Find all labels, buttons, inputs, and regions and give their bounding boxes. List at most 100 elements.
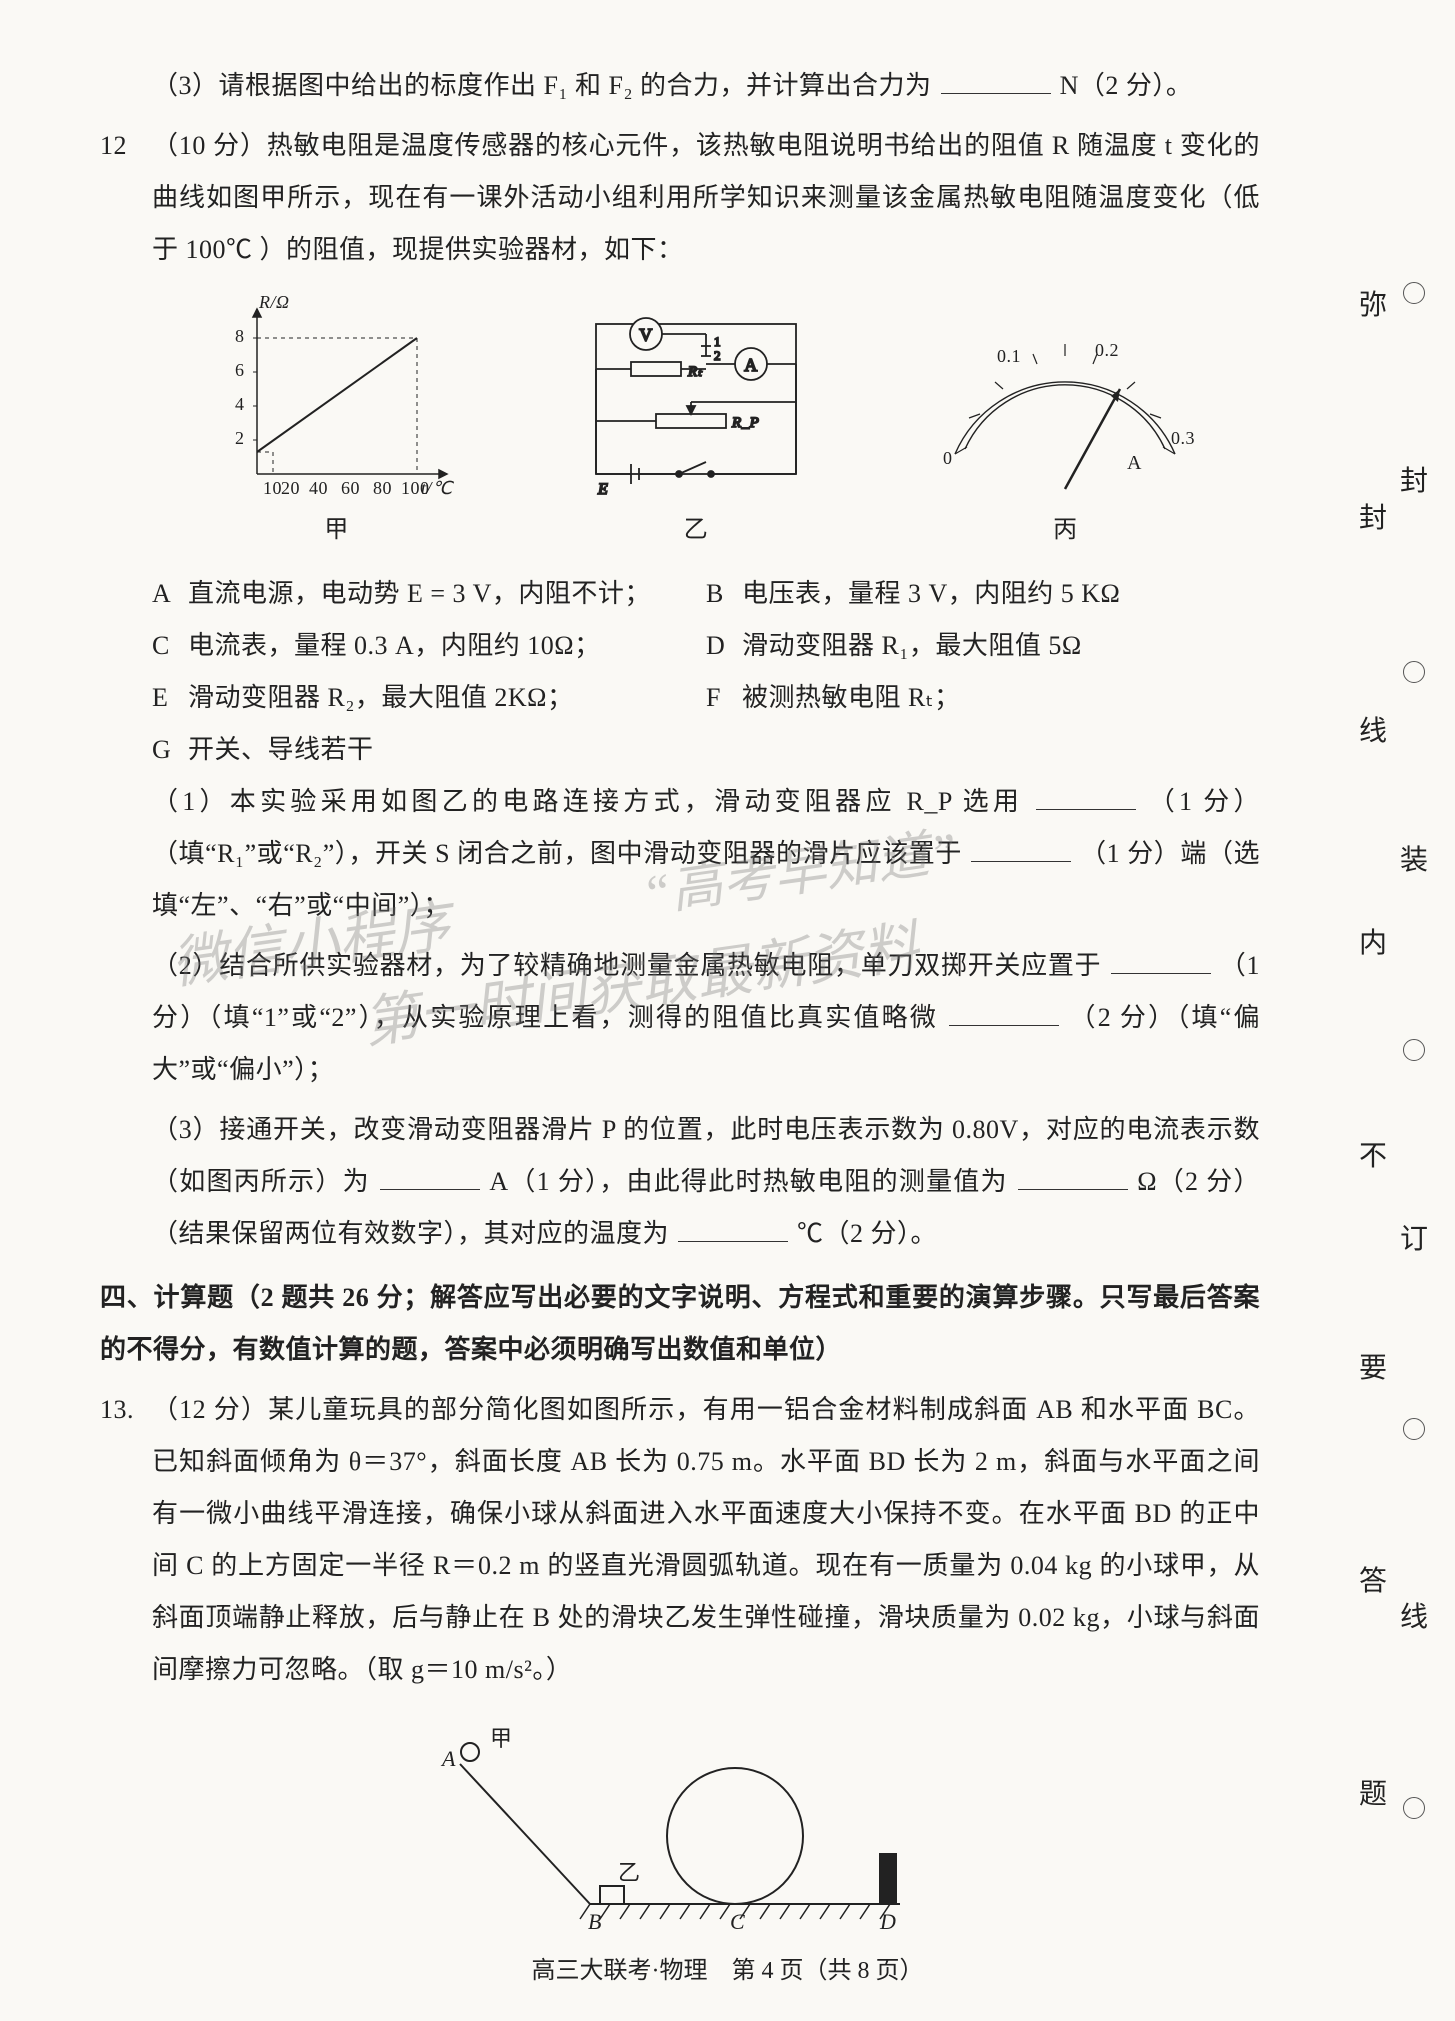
q12-sub3-blank2 <box>1018 1161 1128 1190</box>
svg-text:B: B <box>588 1909 602 1934</box>
dial-svg: 0 0.1 0.2 0.3 A <box>925 314 1205 504</box>
opt-D: 滑动变阻器 R₁，最大阻值 5Ω <box>742 620 1260 672</box>
opt-G-letter: G <box>152 724 188 776</box>
opt-E: 滑动变阻器 R₂，最大阻值 2KΩ； <box>188 672 706 724</box>
svg-text:60: 60 <box>341 478 360 498</box>
circuit-svg: V A 1 2 Rₜ <box>576 304 816 504</box>
svg-text:1: 1 <box>714 334 721 349</box>
fig-graph: 8 6 4 2 1020 4060 80100 t/℃ R/Ω <box>207 294 467 554</box>
q12-sub2-blank1 <box>1111 945 1211 974</box>
svg-text:A: A <box>440 1746 456 1771</box>
svg-text:8: 8 <box>235 326 245 346</box>
q13-number: 13. <box>100 1384 152 1696</box>
svg-text:6: 6 <box>235 360 245 380</box>
q12-stem: 热敏电阻是温度传感器的核心元件，该热敏电阻说明书给出的阻值 R 随温度 t 变化… <box>152 131 1260 264</box>
q12-figures: 8 6 4 2 1020 4060 80100 t/℃ R/Ω <box>152 294 1260 554</box>
svg-text:R/Ω: R/Ω <box>258 294 290 312</box>
bind-circle-icon <box>1403 1039 1425 1061</box>
q12-sub3: （3）接通开关，改变滑动变阻器滑片 P 的位置，此时电压表示数为 0.80V，对… <box>100 1104 1260 1260</box>
svg-text:t/℃: t/℃ <box>421 478 454 498</box>
q12-sub2-pre: （2）结合所供实验器材，为了较精确地测量金属热敏电阻，单刀双掷开关应置于 <box>152 951 1101 980</box>
section4-title: 四、计算题（2 题共 26 分；解答应写出必要的文字说明、方程式和重要的演算步骤… <box>100 1272 1260 1376</box>
q12-sub1-blank1 <box>1036 781 1136 810</box>
side-char: 内 <box>1359 930 1387 958</box>
side-char: 不 <box>1359 1143 1387 1171</box>
svg-text:40: 40 <box>309 478 328 498</box>
opt-A: 直流电源，电动势 E = 3 V，内阻不计； <box>188 568 706 620</box>
opt-A-letter: A <box>152 568 188 620</box>
graph-svg: 8 6 4 2 1020 4060 80100 t/℃ R/Ω <box>207 294 467 504</box>
svg-text:A: A <box>744 355 758 375</box>
q11-sub3: （3）请根据图中给出的标度作出 F₁ 和 F₂ 的合力，并计算出合力为 N（2 … <box>100 60 1260 112</box>
side-char: 题 <box>1359 1781 1387 1809</box>
bind-circle-icon <box>1403 661 1425 683</box>
q12-sub1-pre: （1）本实验采用如图乙的电路连接方式，滑动变阻器应 R_P 选用 <box>152 787 1023 816</box>
q13-stem: 某儿童玩具的部分简化图如图所示，有用一铝合金材料制成斜面 AB 和水平面 BC。… <box>152 1395 1260 1684</box>
q13-points: （12 分） <box>152 1395 268 1424</box>
opt-B-letter: B <box>706 568 742 620</box>
svg-text:R_P: R_P <box>731 415 759 431</box>
opt-D-letter: D <box>706 620 742 672</box>
opt-F-letter: F <box>706 672 742 724</box>
side-char: 封 <box>1359 505 1387 533</box>
svg-text:4: 4 <box>235 394 245 414</box>
svg-text:乙: 乙 <box>618 1860 641 1885</box>
svg-text:A: A <box>1127 452 1142 474</box>
q12-options: A直流电源，电动势 E = 3 V，内阻不计； B电压表，量程 3 V，内阻约 … <box>100 568 1260 776</box>
side-char: 答 <box>1359 1568 1387 1596</box>
q12-sub3-blank1 <box>380 1161 480 1190</box>
side-char: 要 <box>1359 1355 1387 1383</box>
bind-circle-icon <box>1403 1418 1425 1440</box>
side-char: 线 <box>1359 718 1387 746</box>
q13-body: （12 分）某儿童玩具的部分简化图如图所示，有用一铝合金材料制成斜面 AB 和水… <box>152 1384 1260 1696</box>
q12-sub3-mid1: A（1 分），由此得此时热敏电阻的测量值为 <box>489 1167 1007 1196</box>
exam-page: （3）请根据图中给出的标度作出 F₁ 和 F₂ 的合力，并计算出合力为 N（2 … <box>0 0 1455 2021</box>
page-footer: 高三大联考·物理 第 4 页（共 8 页） <box>0 1950 1455 1985</box>
fig-dial: 0 0.1 0.2 0.3 A 丙 <box>925 314 1205 554</box>
q11-sub3-pre: （3）请根据图中给出的标度作出 F₁ 和 F₂ 的合力，并计算出合力为 <box>152 71 932 100</box>
svg-text:0.2: 0.2 <box>1095 340 1119 360</box>
svg-text:2: 2 <box>235 428 245 448</box>
side-char: 线 <box>1400 1604 1428 1632</box>
q13: 13. （12 分）某儿童玩具的部分简化图如图所示，有用一铝合金材料制成斜面 A… <box>100 1384 1260 1696</box>
q12-sub1: （1）本实验采用如图乙的电路连接方式，滑动变阻器应 R_P 选用 （1 分）（填… <box>100 776 1260 932</box>
opt-G: 开关、导线若干 <box>188 724 706 776</box>
opt-C: 电流表，量程 0.3 A，内阻约 10Ω； <box>188 620 706 672</box>
svg-text:2: 2 <box>714 348 721 363</box>
q13-svg: A 甲 乙 B C D <box>400 1714 960 1944</box>
svg-text:Rₜ: Rₜ <box>687 364 703 380</box>
side-char: 装 <box>1400 847 1428 875</box>
svg-text:甲: 甲 <box>490 1726 513 1751</box>
binding-inner-col: 封 装 订 线 <box>1397 0 1431 2021</box>
side-char: 弥 <box>1359 292 1387 320</box>
svg-text:0: 0 <box>943 448 953 468</box>
fig-circuit-label: 乙 <box>576 506 816 554</box>
q12-points: （10 分） <box>152 131 267 160</box>
q12-sub3-post: ℃（2 分）。 <box>797 1219 937 1248</box>
svg-text:C: C <box>730 1909 745 1934</box>
svg-text:E: E <box>597 481 608 498</box>
binding-outer-col: 弥 封 线 内 不 要 答 题 <box>1357 0 1389 2021</box>
svg-text:10: 10 <box>263 478 282 498</box>
q12-sub2: （2）结合所供实验器材，为了较精确地测量金属热敏电阻，单刀双掷开关应置于 （1分… <box>100 940 1260 1096</box>
q12-sub2-blank2 <box>949 997 1059 1026</box>
fig-circuit: V A 1 2 Rₜ <box>576 304 816 554</box>
svg-text:80: 80 <box>373 478 392 498</box>
opt-C-letter: C <box>152 620 188 672</box>
side-char: 封 <box>1400 468 1428 496</box>
opt-E-letter: E <box>152 672 188 724</box>
fig-graph-label: 甲 <box>207 506 467 554</box>
svg-text:0.3: 0.3 <box>1171 428 1195 448</box>
bind-circle-icon <box>1403 1797 1425 1819</box>
q12-number: 12 <box>100 120 152 276</box>
svg-text:0.1: 0.1 <box>997 346 1021 366</box>
q11-sub3-post: N（2 分）。 <box>1060 71 1193 100</box>
fig-dial-label: 丙 <box>925 506 1205 554</box>
svg-text:D: D <box>879 1909 896 1934</box>
q12-sub1-blank2 <box>971 833 1071 862</box>
q12-sub3-blank3 <box>678 1213 788 1242</box>
svg-text:V: V <box>639 325 653 345</box>
q12: 12 （10 分）热敏电阻是温度传感器的核心元件，该热敏电阻说明书给出的阻值 R… <box>100 120 1260 276</box>
content-area: （3）请根据图中给出的标度作出 F₁ 和 F₂ 的合力，并计算出合力为 N（2 … <box>100 60 1260 1962</box>
svg-text:20: 20 <box>281 478 300 498</box>
